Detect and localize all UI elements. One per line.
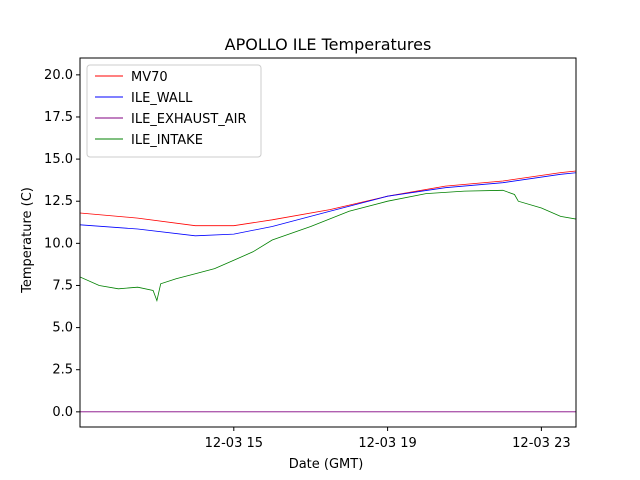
series-line-ile-wall [80,172,576,237]
y-tick-label: 0.0 [52,405,73,420]
legend-label: MV70 [131,70,168,85]
chart-title: APOLLO ILE Temperatures [225,35,432,54]
x-tick-label: 12-03 15 [205,436,263,451]
x-axis-label: Date (GMT) [289,457,364,472]
y-tick-label: 2.5 [52,363,73,378]
series-line-ile-intake [80,189,576,302]
y-tick-label: 7.5 [52,278,73,293]
x-axis: 12-03 15 12-03 19 12-03 23 [205,427,571,451]
x-tick-label: 12-03 19 [358,436,416,451]
legend-box [86,64,262,158]
plot-frame [79,57,577,428]
x-tick-label: 12-03 23 [512,436,570,451]
y-tick-label: 5.0 [52,321,73,336]
y-tick-label: 17.5 [44,110,73,125]
y-tick-label: 15.0 [44,152,73,167]
y-tick-label: 20.0 [44,68,73,83]
legend-label: ILE_WALL [131,91,193,106]
plot-area [79,57,577,428]
legend-label: ILE_INTAKE [131,133,203,148]
y-tick-label: 10.0 [44,236,73,251]
series-lines [80,170,576,413]
series-line-mv70 [80,170,576,227]
legend-label: ILE_EXHAUST_AIR [131,112,247,127]
y-axis: 0.0 2.5 5.0 7.5 10.0 12.5 15.0 17.5 20.0 [44,68,80,420]
legend: MV70 ILE_WALL ILE_EXHAUST_AIR ILE_INTAKE [86,64,262,158]
y-axis-label: Temperature (C) [20,187,35,294]
y-tick-label: 12.5 [44,194,73,209]
